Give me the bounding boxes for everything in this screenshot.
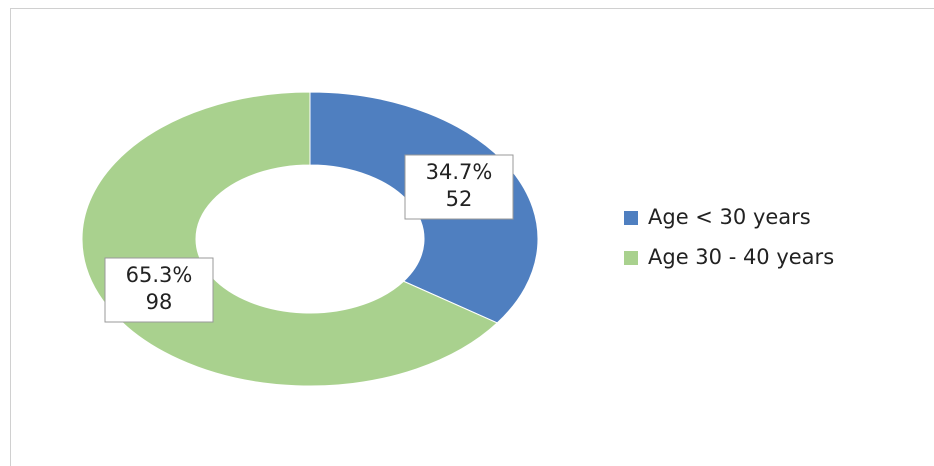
data-label-value: 98 — [146, 290, 173, 314]
legend-swatch — [624, 251, 638, 265]
data-label-percent: 65.3% — [126, 263, 193, 287]
legend-swatch — [624, 211, 638, 225]
legend-label: Age 30 - 40 years — [648, 245, 834, 269]
legend-label: Age < 30 years — [648, 205, 811, 229]
data-label-box — [104, 257, 214, 323]
data-label-value: 52 — [446, 187, 473, 211]
data-label-box — [404, 154, 514, 220]
data-label-percent: 34.7% — [426, 160, 493, 184]
